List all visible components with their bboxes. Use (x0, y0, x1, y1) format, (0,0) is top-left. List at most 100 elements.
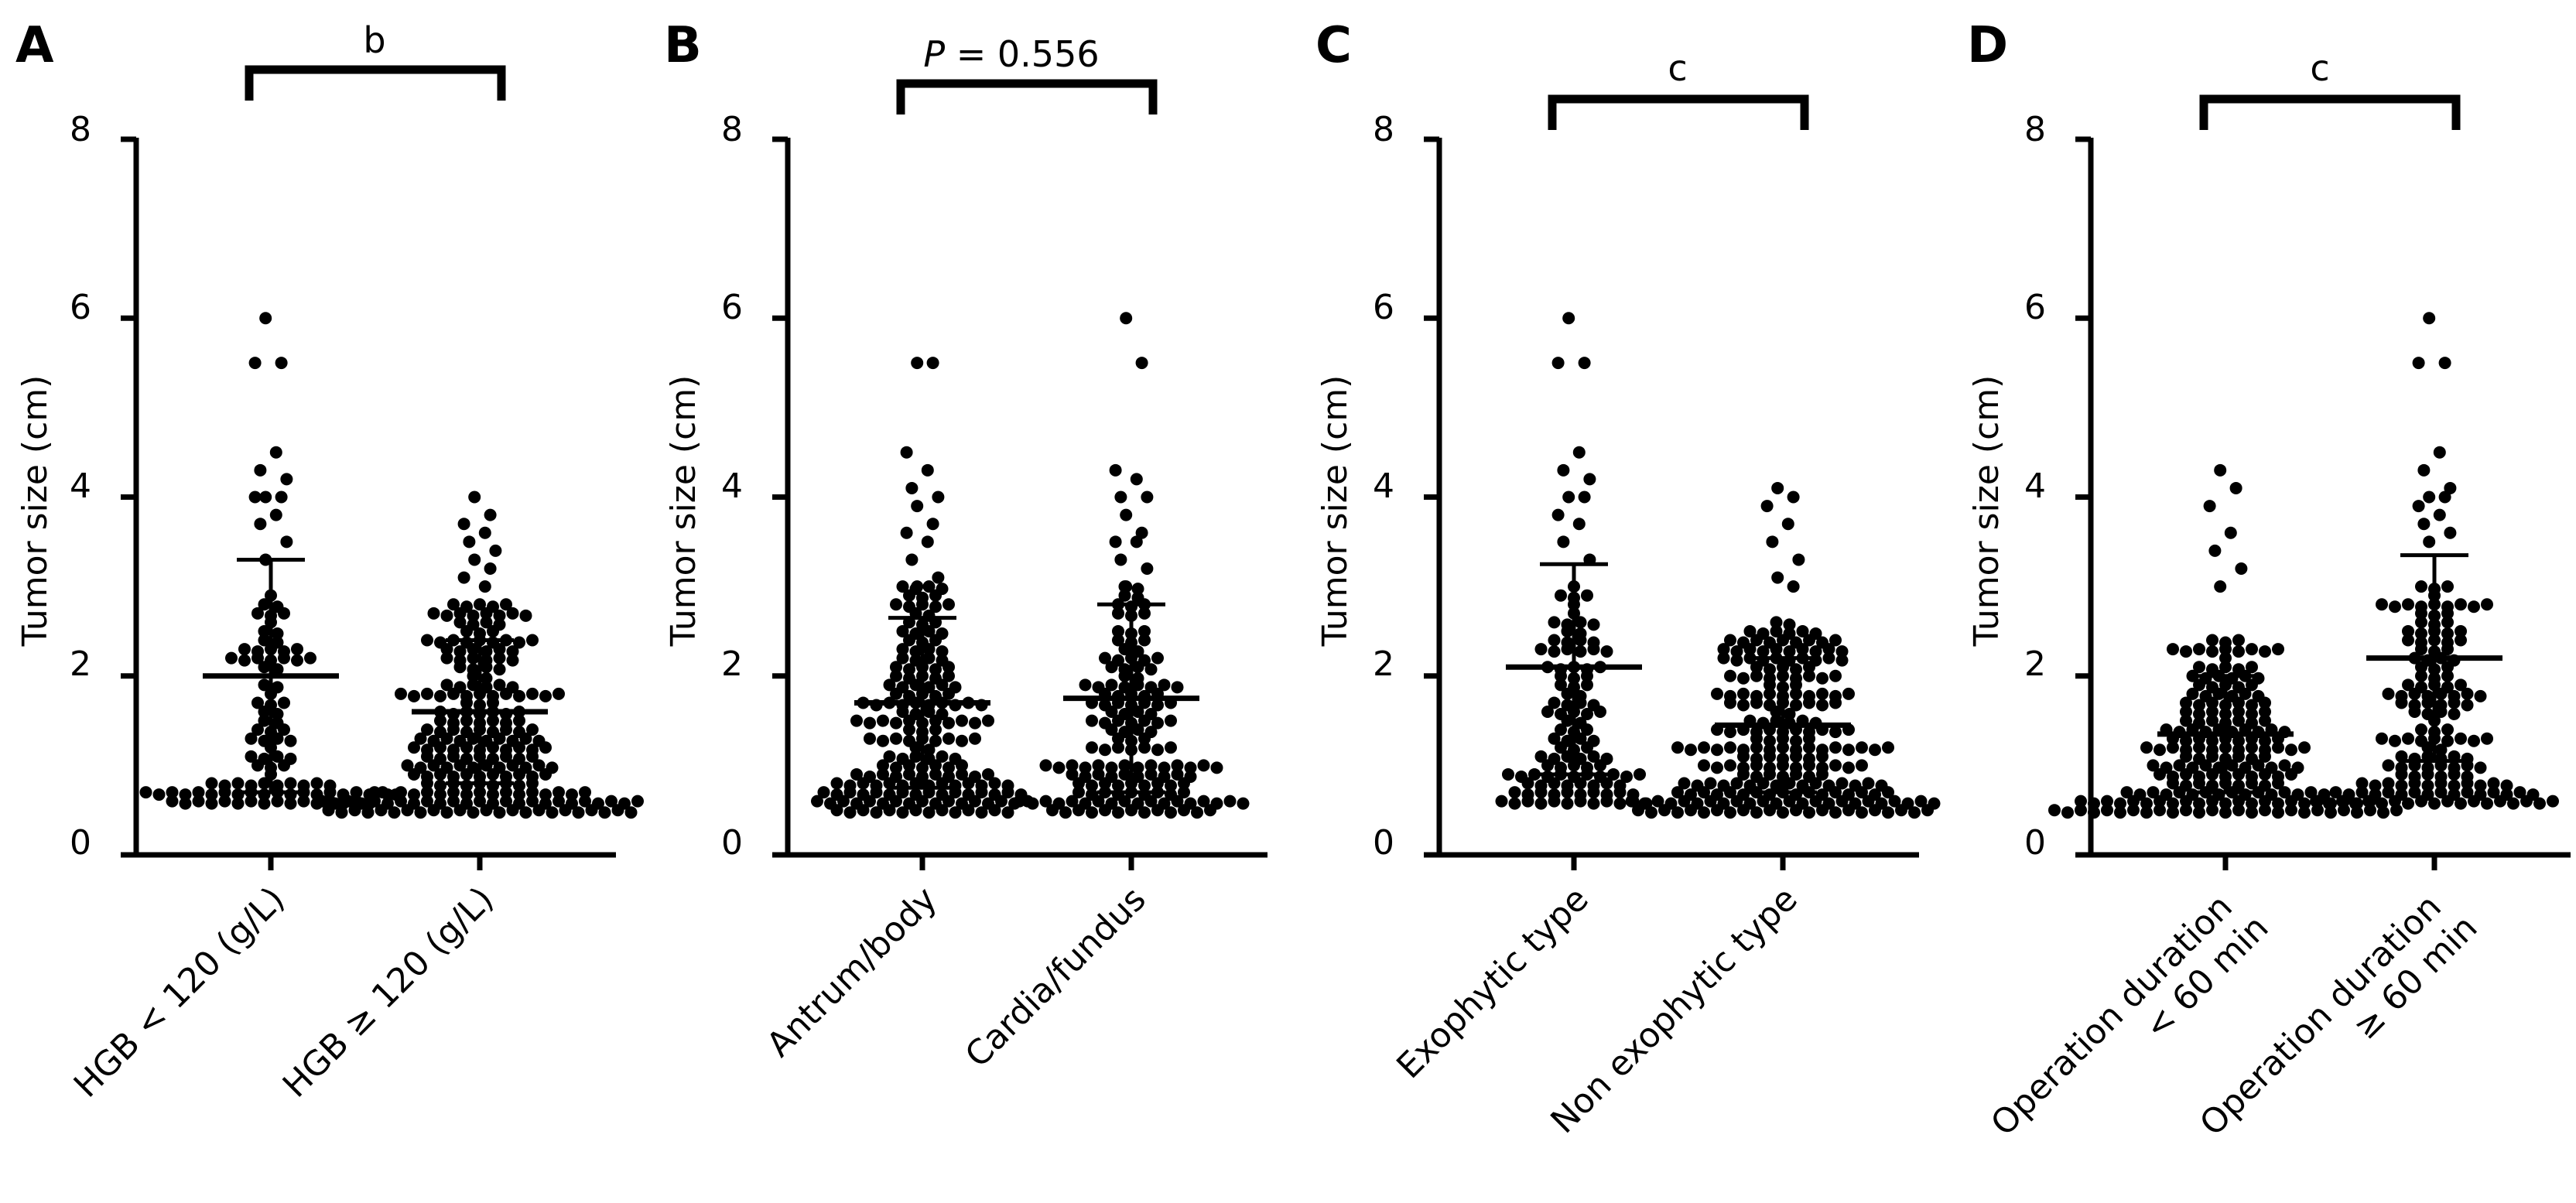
panel-d-group-1-point (2259, 714, 2271, 727)
panel-b-group-1-point (817, 786, 830, 799)
panel-c-group-2-point (1792, 553, 1805, 566)
panel-d-group-2-point (2415, 661, 2427, 674)
panel-a-group-2-point (493, 806, 506, 819)
panel-c-group-1-point (1578, 490, 1591, 504)
panel-a: A Tumor size (cm) b 0 2 4 6 8 HGB < 120 … (15, 17, 644, 1106)
panel-c-group-2-point (1908, 806, 1921, 819)
panel-b-group-1-point (905, 481, 919, 494)
panel-a-group-2-point (506, 607, 519, 620)
panel-a-group-2-point (572, 806, 585, 819)
panel-c-group-2-point (1829, 696, 1842, 709)
panel-d-group-2-point (2533, 797, 2546, 810)
panel-d-group-1-point (2173, 786, 2186, 799)
panel-a-group-1-point (258, 624, 271, 637)
panel-c-group-2-point (1842, 743, 1855, 757)
panel-d-group-1-point (2252, 689, 2265, 702)
panel-a-group-1-point (280, 473, 293, 486)
panel-d-group-2-point (2323, 797, 2335, 810)
panel-b-group-1-point (877, 767, 889, 781)
panel-b-significance-italic: P (923, 33, 945, 75)
panel-a-group-2-point (395, 795, 407, 808)
panel-d-group-1-point (2199, 689, 2212, 702)
panel-c-group-2-point (1737, 636, 1750, 649)
panel-a-group-2-point (484, 562, 497, 575)
panel-b-group-1-point (942, 770, 955, 783)
panel-d-group-2-point (2415, 643, 2427, 656)
panel-d-group-1-point (2219, 797, 2232, 810)
panel-d-group-1-point (2272, 770, 2284, 783)
panel-b-group-2-point (1138, 779, 1151, 792)
panel-d-group-1-point (2154, 767, 2166, 781)
panel-b-group-1-point (896, 624, 909, 637)
panel-b-group-1-point (916, 591, 929, 604)
panel-c-ytick-4: 4 (1373, 467, 1394, 506)
panel-c-group-2-point (1803, 669, 1815, 682)
panel-b-group-1-point (903, 589, 915, 602)
panel-d-group-2-point (2417, 463, 2431, 477)
panel-a-group-2-point (408, 741, 420, 754)
panel-d-group-2-point (2441, 723, 2454, 736)
panel-c-group-1-point (1581, 678, 1593, 692)
panel-a-group-2-point (453, 654, 467, 667)
panel-a-group-1-point (192, 795, 205, 808)
panel-b-group-2-point (1092, 759, 1105, 772)
panel-d-group-2-point (2434, 743, 2448, 757)
panel-c-group-2-point (1790, 699, 1802, 712)
panel-b-group-1-point (922, 806, 936, 819)
panel-b-group-1-point (909, 741, 922, 754)
panel-b-group-2-point (1112, 654, 1124, 667)
panel-a-group-2-point (467, 678, 480, 692)
panel-c-group-1-point (1561, 699, 1574, 712)
panel-c-group-2-point (1678, 777, 1691, 790)
panel-b-group-1-point (890, 761, 902, 774)
panel-c-group-2-point (1790, 636, 1802, 649)
panel-d-group-1-point (2167, 806, 2179, 819)
panel-d-group-1-point (2140, 806, 2153, 819)
panel-b-group-1-point (903, 723, 915, 736)
panel-c-group-2-point (1783, 795, 1796, 808)
panel-b-group-1-point (962, 788, 975, 801)
panel-d-group-1-point (2206, 767, 2219, 781)
panel-d-group-2-point (2415, 723, 2427, 736)
panel-b-group-2-point (1118, 580, 1131, 593)
panel-d-group-1-point (2246, 797, 2258, 810)
panel-b-group-2-point (1141, 490, 1154, 504)
panel-a-group-2-point (506, 654, 519, 667)
panel-a-group-2-point (348, 804, 361, 817)
panel-d-group-2-point (2474, 761, 2487, 774)
panel-b-group-1-point (982, 714, 994, 727)
panel-d-group-2-point (2455, 624, 2467, 637)
panel-b-group-1-point (911, 500, 924, 513)
panel-d-group-2-point (2362, 795, 2375, 808)
panel-a-group-2-point (453, 616, 467, 629)
panel-b-group-2-point (1197, 795, 1210, 808)
panel-b-group-2-point (1086, 788, 1098, 801)
panel-a-group-1-point (291, 654, 303, 667)
panel-a-group-2-point (434, 779, 446, 792)
panel-a-group-2-point (500, 743, 512, 757)
panel-a-group-2-point (460, 752, 473, 765)
panel-b-group-2-point (1158, 770, 1171, 783)
panel-d-group-2-point (2376, 732, 2388, 745)
panel-c-significance: c (1668, 47, 1687, 89)
panel-b-group-2-point (1105, 761, 1118, 774)
panel-c-group-2-point (1803, 741, 1815, 754)
panel-c-group-1-point (1562, 490, 1575, 504)
panel-a-group-2-point (467, 643, 480, 656)
panel-b-plot-area (772, 79, 1267, 870)
panel-a-letter: A (15, 17, 54, 74)
panel-b-group-1-point (988, 788, 1001, 801)
panel-c-group-1 (1495, 312, 1653, 810)
panel-a-group-1-point (166, 795, 179, 808)
panel-b-group-2-point (1105, 678, 1118, 692)
panel-a-group-2-point (460, 779, 473, 792)
panel-b-group-2-point (1066, 767, 1079, 781)
panel-b-ytick-8: 8 (721, 110, 743, 149)
panel-c-group-2-point (1829, 669, 1842, 682)
panel-b-group-2-point (1105, 797, 1118, 810)
panel-a-group-2-point (539, 788, 552, 801)
panel-a-group-2-point (474, 786, 486, 799)
panel-a-group-1-point (284, 797, 297, 810)
panel-c-group-1-point (1557, 463, 1570, 477)
panel-a-group-2-point (408, 788, 420, 801)
